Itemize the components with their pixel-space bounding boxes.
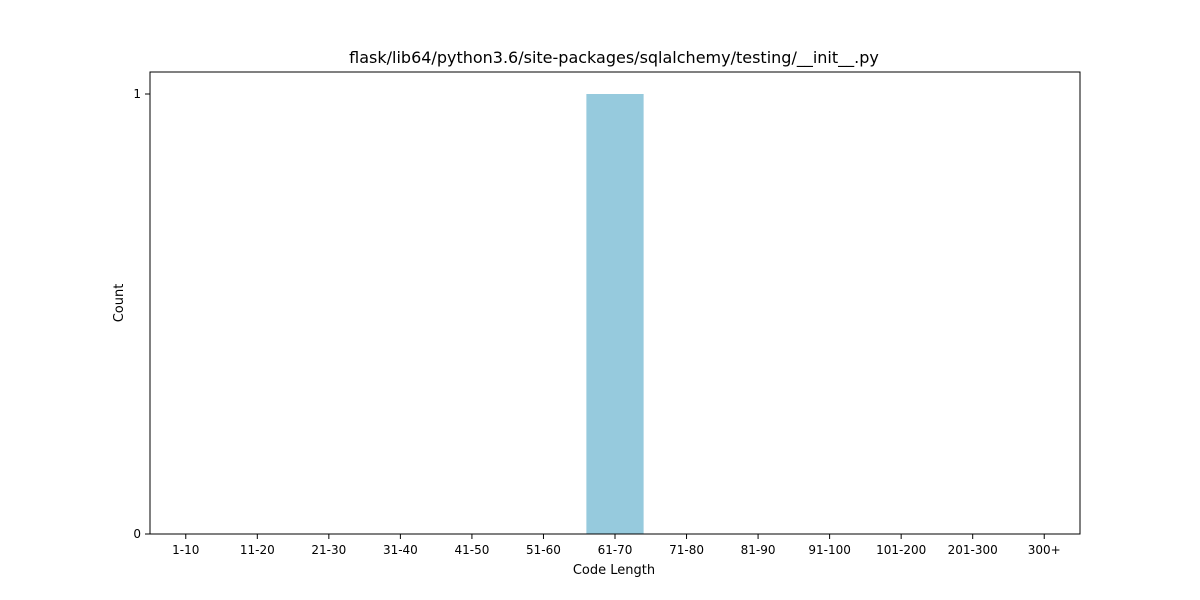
x-tick-label: 91-100	[808, 543, 851, 557]
x-tick-label: 1-10	[172, 543, 199, 557]
x-tick-label: 61-70	[598, 543, 633, 557]
x-tick-label: 11-20	[240, 543, 275, 557]
x-axis-label: Code Length	[573, 563, 655, 578]
x-tick-label: 101-200	[876, 543, 926, 557]
y-axis-label: Count	[112, 284, 127, 323]
x-tick-label: 300+	[1028, 543, 1061, 557]
x-tick-label: 201-300	[948, 543, 998, 557]
x-tick-label: 71-80	[669, 543, 704, 557]
y-axis-ticks: 01	[133, 87, 150, 541]
bars-group	[586, 94, 644, 534]
bar-61-70	[586, 94, 644, 534]
x-tick-label: 31-40	[383, 543, 418, 557]
x-tick-label: 41-50	[454, 543, 489, 557]
x-tick-label: 51-60	[526, 543, 561, 557]
y-tick-label: 0	[133, 527, 141, 541]
chart-title: flask/lib64/python3.6/site-packages/sqla…	[349, 48, 879, 68]
x-axis-ticks: 1-10 11-20 21-30 31-40 41-50 51-60 61-70 71-80 8…	[172, 534, 1061, 557]
x-tick-label: 81-90	[741, 543, 776, 557]
x-tick-label: 21-30	[311, 543, 346, 557]
y-tick-label: 1	[133, 87, 141, 101]
